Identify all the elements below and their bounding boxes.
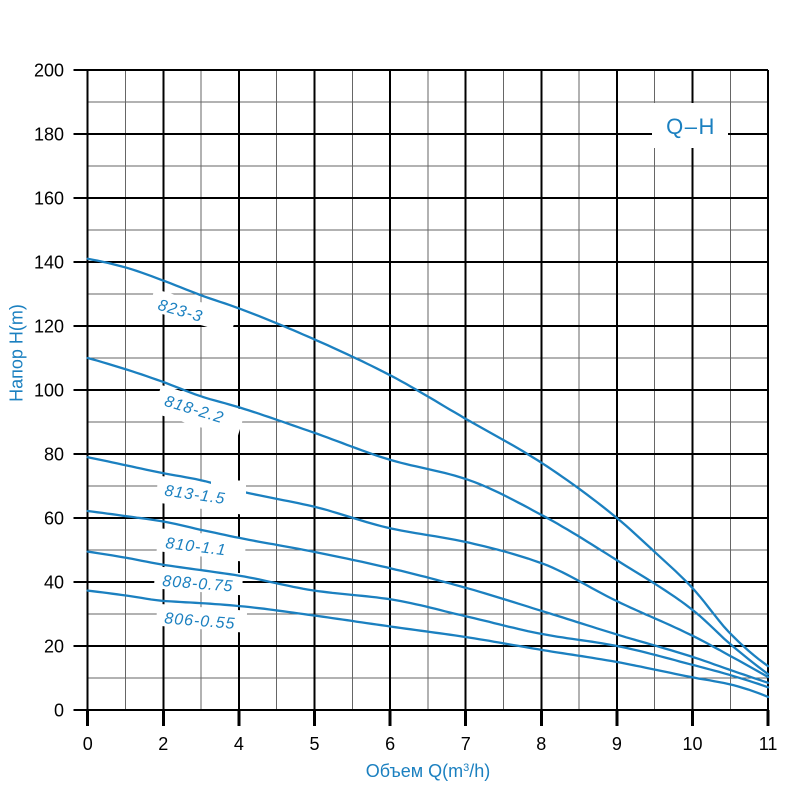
svg-text:8: 8 [536, 734, 546, 754]
svg-text:2: 2 [158, 734, 168, 754]
svg-text:10: 10 [682, 734, 702, 754]
svg-text:Объем Q(m3/h): Объем Q(m3/h) [366, 761, 490, 781]
svg-text:40: 40 [44, 573, 64, 593]
svg-text:80: 80 [44, 445, 64, 465]
svg-text:0: 0 [54, 701, 64, 721]
svg-text:200: 200 [34, 61, 64, 81]
svg-text:140: 140 [34, 253, 64, 273]
svg-text:160: 160 [34, 189, 64, 209]
svg-text:806-0.55: 806-0.55 [164, 610, 236, 633]
svg-text:7: 7 [461, 734, 471, 754]
svg-text:5: 5 [309, 734, 319, 754]
svg-text:60: 60 [44, 509, 64, 529]
svg-text:808-0.75: 808-0.75 [162, 573, 234, 596]
svg-text:0: 0 [83, 734, 93, 754]
svg-text:9: 9 [612, 734, 622, 754]
svg-text:6: 6 [385, 734, 395, 754]
svg-text:4: 4 [234, 734, 244, 754]
svg-text:180: 180 [34, 125, 64, 145]
svg-text:20: 20 [44, 637, 64, 657]
svg-text:Напор H(m): Напор H(m) [7, 304, 27, 402]
svg-text:120: 120 [34, 317, 64, 337]
svg-text:Q–H: Q–H [666, 114, 716, 139]
svg-text:100: 100 [34, 381, 64, 401]
svg-text:11: 11 [759, 734, 778, 754]
